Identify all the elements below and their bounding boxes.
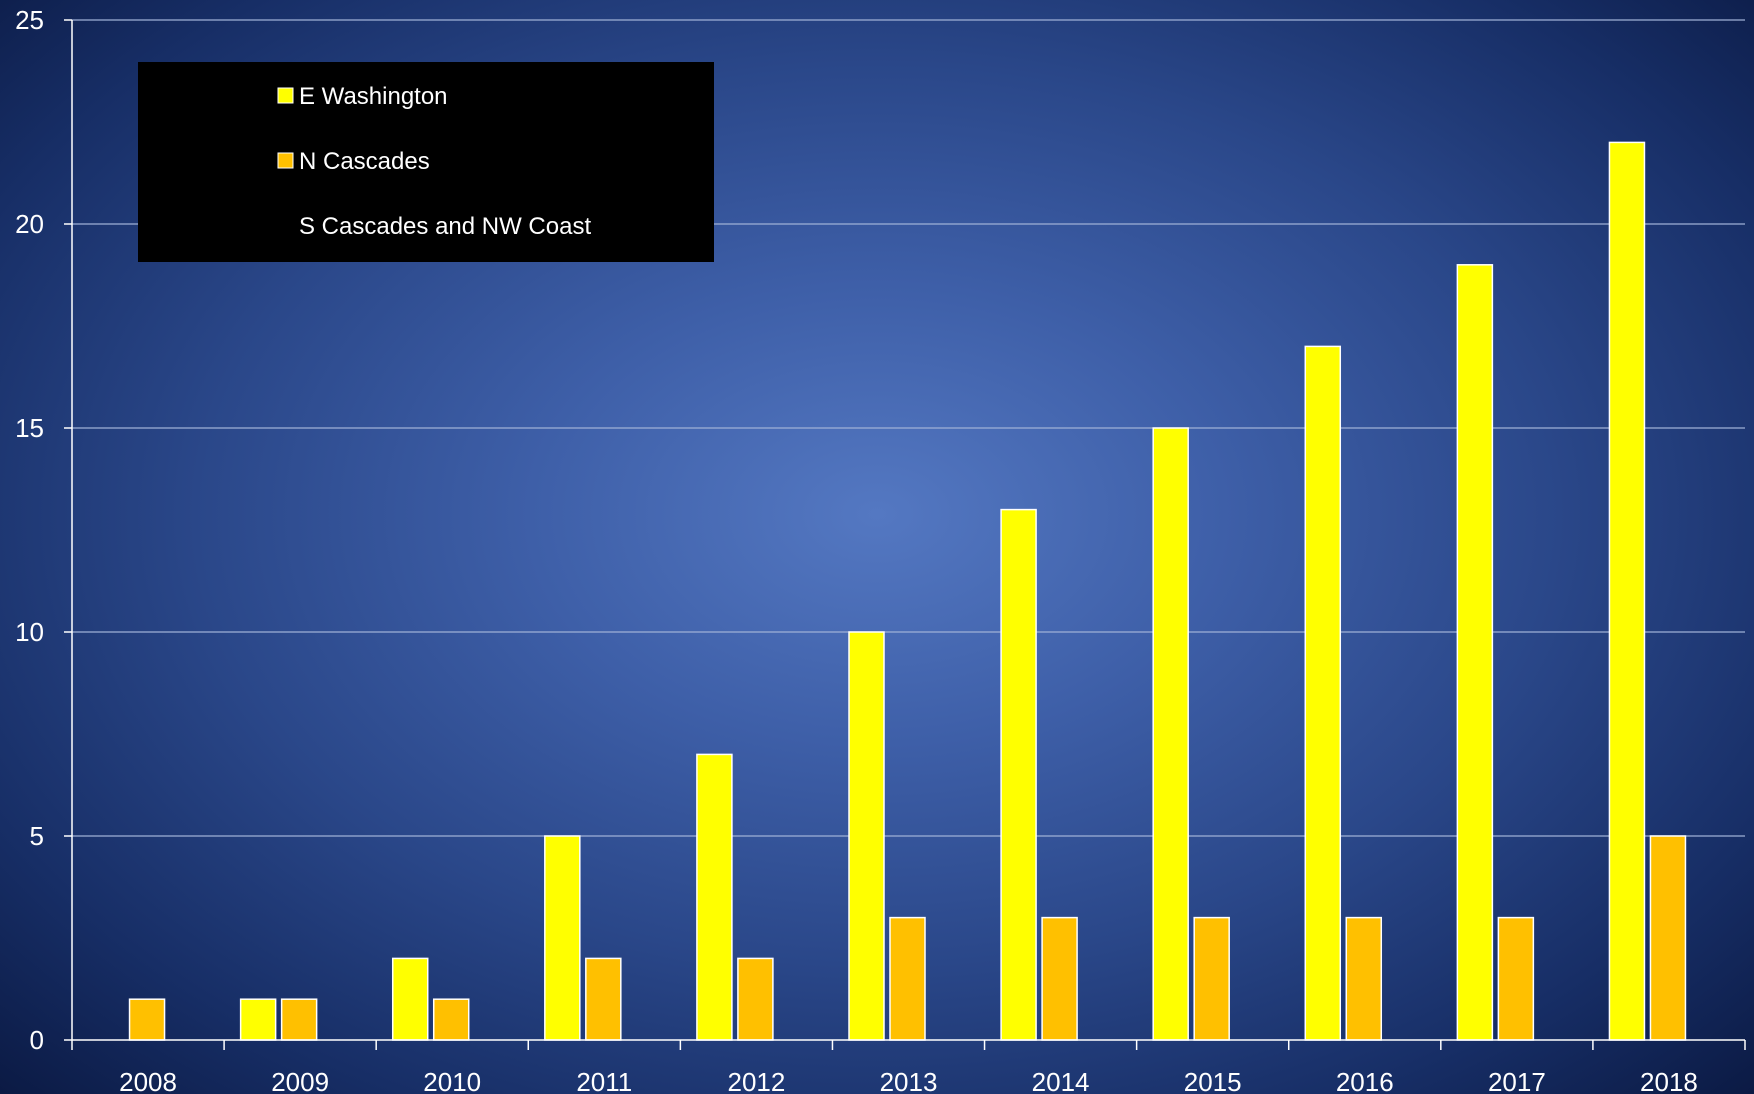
axes — [64, 19, 1746, 1050]
x-tick-label: 2010 — [423, 1067, 481, 1094]
bar-n-cascades-2012 — [737, 957, 774, 1041]
bar-e-washington-2018 — [1608, 141, 1646, 1041]
legend: E Washington N Cascades S Cascades and NW … — [138, 62, 714, 262]
x-tick-label: 2011 — [576, 1067, 632, 1094]
bar-e-washington-2015 — [1152, 427, 1189, 1041]
bar-e-washington-2013 — [848, 631, 885, 1041]
x-tick-label: 2013 — [880, 1067, 938, 1094]
y-tick-label: 5 — [30, 821, 44, 851]
bar-n-cascades-2013 — [889, 916, 926, 1041]
x-tick-label: 2016 — [1336, 1067, 1394, 1094]
y-tick-label: 15 — [15, 413, 44, 443]
bar-n-cascades-2016 — [1345, 916, 1383, 1041]
x-tick-label: 2008 — [119, 1067, 177, 1094]
bar-e-washington-2017 — [1456, 264, 1494, 1041]
x-tick-label: 2014 — [1032, 1067, 1090, 1094]
y-tick-label: 20 — [15, 209, 44, 239]
bar-n-cascades-2018 — [1649, 835, 1687, 1041]
bar-n-cascades-2015 — [1193, 916, 1230, 1041]
x-tick-label: 2018 — [1640, 1067, 1698, 1094]
x-tick-label: 2009 — [271, 1067, 329, 1094]
y-tick-label: 0 — [30, 1025, 44, 1055]
legend-label: N Cascades — [299, 148, 430, 175]
bar-e-washington-2011 — [544, 835, 581, 1041]
bar-n-cascades-2008 — [128, 998, 166, 1041]
legend-swatch — [277, 152, 294, 169]
legend-label: E Washington — [299, 83, 448, 110]
tick-labels: 0 5 10 15 20 25 2008 2009 2010 2011 2012 2013 2014 20… — [15, 5, 1698, 1094]
bar-e-washington-2014 — [1000, 508, 1037, 1041]
legend-swatch — [277, 87, 294, 104]
bar-n-cascades-2009 — [280, 998, 318, 1041]
bars — [128, 141, 1687, 1041]
bar-e-washington-2012 — [696, 753, 733, 1041]
bar-n-cascades-2011 — [585, 957, 622, 1041]
bar-n-cascades-2017 — [1497, 916, 1535, 1041]
bar-e-washington-2010 — [391, 957, 429, 1041]
x-tick-label: 2015 — [1184, 1067, 1242, 1094]
bar-e-washington-2009 — [239, 998, 277, 1041]
y-tick-label: 10 — [15, 617, 44, 647]
bar-e-washington-2016 — [1304, 345, 1342, 1041]
x-tick-label: 2017 — [1488, 1067, 1546, 1094]
bar-n-cascades-2010 — [432, 998, 470, 1041]
y-tick-label: 25 — [15, 5, 44, 35]
legend-box — [138, 62, 714, 262]
legend-swatch — [278, 218, 293, 233]
bar-n-cascades-2014 — [1041, 916, 1078, 1041]
x-tick-label: 2012 — [727, 1067, 785, 1094]
legend-label: S Cascades and NW Coast — [299, 213, 591, 240]
